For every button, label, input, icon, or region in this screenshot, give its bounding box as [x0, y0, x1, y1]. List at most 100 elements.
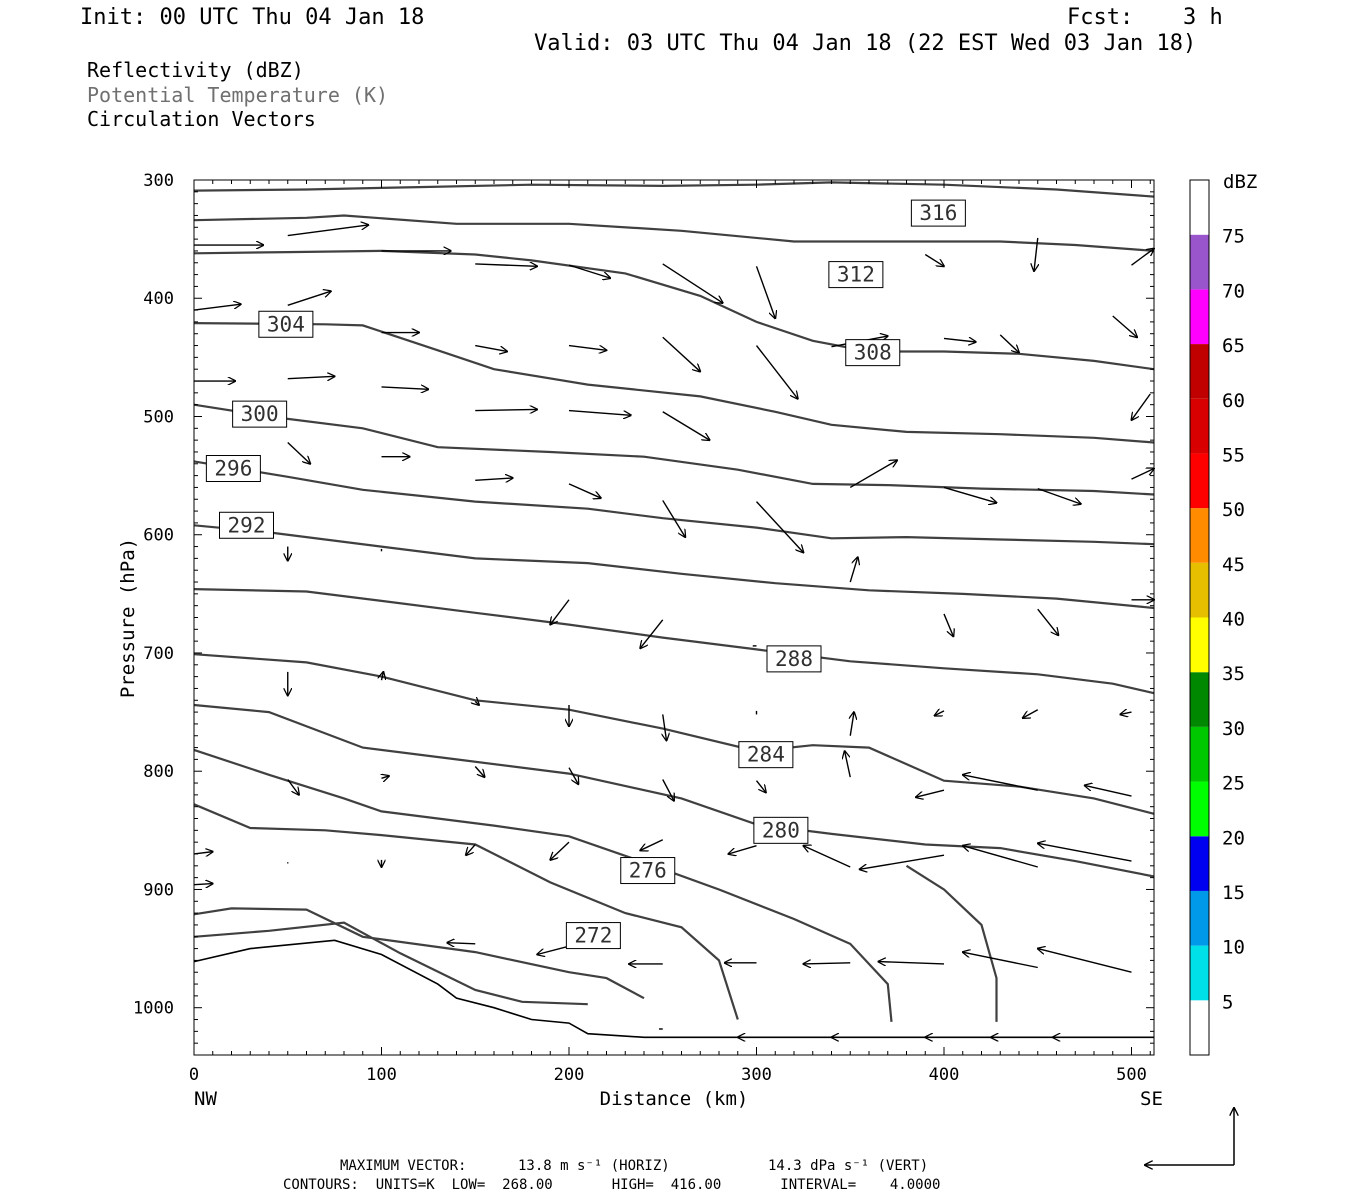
y-axis-title: Pressure (hPa) — [117, 538, 139, 698]
colorbar: 5 10 15 20 25 30 35 40 45 50 55 60 65 70 75 — [1189, 179, 1245, 1056]
theta-contour-280 — [193, 703, 1155, 878]
circulation-vector — [287, 779, 299, 794]
y-tick-label: 700 — [143, 644, 174, 664]
theta-contour-288 — [193, 588, 1155, 695]
theta-contour-308 — [193, 249, 1155, 371]
circulation-vector — [662, 779, 674, 800]
circulation-vector — [1131, 469, 1155, 480]
circulation-vector — [193, 304, 241, 311]
y-tick-label: 400 — [143, 289, 174, 309]
colorbar-label: 45 — [1222, 554, 1245, 576]
circulation-vector — [943, 613, 953, 636]
colorbar-bin — [1190, 453, 1209, 509]
circulation-vector — [963, 775, 1038, 791]
circulation-vector — [755, 501, 804, 553]
circulation-vector — [860, 854, 945, 869]
field-label-theta: Potential Temperature (K) — [87, 83, 389, 107]
forecast-label: Fcst: — [1067, 5, 1134, 30]
theta-contour-272 — [193, 803, 739, 1020]
contour-label-box — [753, 816, 809, 844]
circulation-vector — [640, 619, 664, 648]
contour-label-box — [738, 741, 794, 769]
contour-label-292: 292 — [228, 513, 266, 537]
circulation-vector — [1120, 712, 1132, 714]
circulation-vector — [662, 500, 686, 537]
circulation-vector — [550, 841, 570, 860]
x-end-label-right: SE — [1140, 1088, 1163, 1110]
x-axis-title: Distance (km) — [600, 1088, 749, 1110]
max-vector-prefix: MAXIMUM VECTOR: — [340, 1158, 467, 1174]
contour-label-280: 280 — [762, 818, 800, 842]
circulation-vectors — [193, 225, 1155, 1037]
contour-label-box — [219, 511, 274, 539]
circulation-vector — [475, 701, 479, 705]
circulation-vector — [287, 291, 331, 307]
circulation-vector — [1112, 315, 1137, 337]
contour-label-288: 288 — [775, 647, 813, 671]
circulation-vector — [568, 409, 631, 416]
circulation-vector — [662, 263, 723, 303]
contour-label-316: 316 — [919, 201, 957, 225]
colorbar-bin — [1190, 180, 1209, 235]
colorbar-bin — [1190, 289, 1209, 345]
theta-contour-304 — [193, 322, 1155, 444]
y-tick-label: 900 — [143, 880, 174, 900]
colorbar-bin — [1190, 781, 1209, 837]
colorbar-bin — [1190, 562, 1209, 618]
contour-label-box — [845, 339, 901, 367]
circulation-vector — [287, 376, 335, 378]
field-label-reflectivity: Reflectivity (dBZ) — [87, 58, 304, 82]
theta-contour-284 — [193, 653, 1155, 815]
circulation-vector — [474, 766, 484, 777]
theta-contour-296 — [193, 460, 1155, 546]
x-tick-label: 300 — [741, 1065, 772, 1085]
colorbar-bin — [1190, 1000, 1209, 1055]
colorbar-label: 30 — [1222, 718, 1245, 740]
circulation-vector — [1034, 237, 1038, 271]
contour-label-312: 312 — [837, 263, 875, 287]
field-label-vectors: Circulation Vectors — [87, 107, 316, 131]
theta-contour-312 — [193, 214, 1155, 252]
circulation-vector — [935, 711, 945, 716]
colorbar-label: 15 — [1222, 882, 1245, 904]
circulation-vector — [1038, 843, 1132, 862]
circulation-vector — [537, 945, 570, 954]
y-tick-label: 600 — [143, 526, 174, 546]
colorbar-bin — [1190, 836, 1209, 891]
circulation-vector — [662, 411, 710, 440]
colorbar-label: 10 — [1222, 937, 1245, 959]
colorbar-bin — [1190, 890, 1209, 946]
circulation-vector — [466, 844, 476, 856]
colorbar-bin — [1190, 726, 1209, 782]
ground-line — [193, 939, 1154, 1039]
colorbar-label: 50 — [1222, 499, 1245, 521]
theta-contours — [193, 181, 1155, 1023]
circulation-vector — [803, 963, 851, 964]
colorbar-label: 35 — [1222, 663, 1245, 685]
y-tick-label: 300 — [143, 171, 174, 191]
x-tick-label: 400 — [929, 1065, 960, 1085]
circulation-vector — [568, 767, 578, 785]
circulation-vector — [803, 846, 851, 868]
contour-labels: 316 312 308 304 300 296 292 288 284 280 276 272 — [205, 199, 966, 950]
reference-vector — [1145, 1108, 1234, 1165]
theta-contour-300 — [193, 403, 1155, 496]
circulation-vector — [755, 780, 766, 793]
x-end-label-left: NW — [194, 1088, 217, 1110]
circulation-vector — [916, 789, 945, 797]
circulation-vector — [662, 336, 701, 371]
contour-label-272: 272 — [574, 924, 612, 948]
circulation-vector — [845, 751, 851, 778]
y-tick-label: 500 — [143, 407, 174, 427]
theta-contour-extra-0 — [905, 864, 998, 1022]
contour-label-box — [910, 199, 966, 227]
colorbar-label: 40 — [1222, 609, 1245, 631]
theta-contour-276 — [193, 748, 893, 1023]
circulation-vector — [1132, 393, 1151, 420]
circulation-vector — [475, 478, 513, 480]
colorbar-frame — [1189, 179, 1210, 1056]
circulation-vector — [963, 846, 1038, 868]
theta-contour-264 — [193, 921, 588, 1006]
colorbar-bin — [1190, 508, 1209, 563]
colorbar-bin — [1190, 672, 1209, 727]
